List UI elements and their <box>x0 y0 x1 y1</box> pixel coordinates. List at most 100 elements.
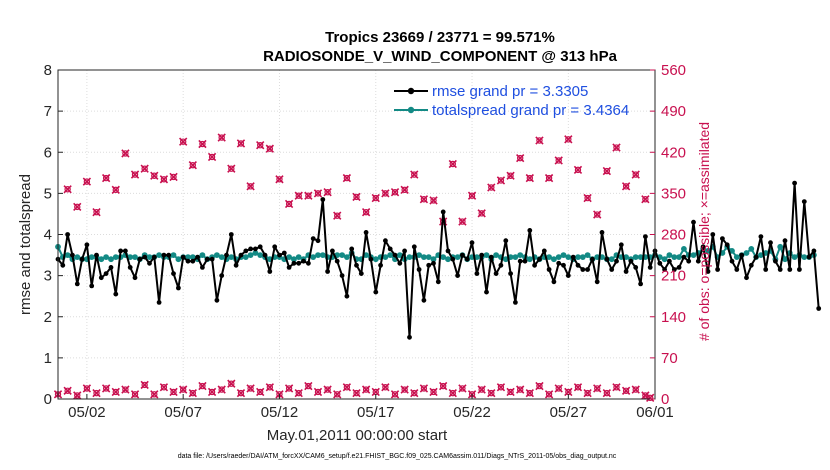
rmse-point <box>257 244 263 250</box>
obs-x-stroke <box>159 175 169 184</box>
obs-x-stroke <box>179 385 188 394</box>
obs-x-stroke <box>525 173 534 183</box>
rmse-point <box>383 238 388 244</box>
obs-count-low <box>159 383 169 392</box>
rmse-point <box>185 258 191 264</box>
obs-count-high <box>448 159 457 169</box>
obs-o-marker <box>391 391 399 398</box>
totalspread-point <box>676 254 682 260</box>
totalspread-point <box>218 254 225 260</box>
obs-o-marker <box>642 196 649 203</box>
obs-count-high <box>429 196 438 205</box>
obs-o-marker <box>478 386 485 393</box>
totalspread-point <box>257 252 264 258</box>
obs-x-stroke <box>631 385 640 394</box>
obs-count-low <box>169 387 178 397</box>
totalspread-point <box>252 250 259 256</box>
obs-o-marker <box>536 382 543 390</box>
rmse-point <box>753 254 759 260</box>
obs-o-marker <box>314 190 322 197</box>
rmse-point <box>363 230 369 235</box>
totalspread-point <box>416 252 422 258</box>
obs-o-marker <box>382 384 389 391</box>
obs-count-high <box>544 173 554 183</box>
obs-count-high <box>477 209 486 218</box>
obs-x-stroke <box>525 388 534 398</box>
totalspread-point <box>483 252 490 258</box>
obs-o-marker <box>632 171 639 178</box>
obs-o-marker <box>526 174 534 182</box>
obs-x-stroke <box>400 185 409 195</box>
obs-o-marker <box>411 171 418 178</box>
obs-o-marker <box>83 385 91 392</box>
obs-o-marker <box>228 165 235 172</box>
totalspread-point <box>175 256 182 263</box>
rmse-point <box>744 275 749 281</box>
obs-x-stroke <box>256 387 265 397</box>
obs-x-stroke <box>573 165 583 175</box>
rmse-point <box>147 260 152 266</box>
obs-count-high <box>140 164 149 173</box>
obs-count-low <box>333 390 342 399</box>
rmse-point <box>734 267 740 272</box>
obs-x-stroke <box>352 388 361 398</box>
obs-count-low <box>583 388 592 398</box>
rmse-point <box>354 262 359 268</box>
totalspread-point <box>286 254 292 260</box>
obs-count-high <box>631 170 640 179</box>
rmse-point <box>325 269 330 274</box>
obs-count-low <box>140 380 149 390</box>
rmse-point <box>484 289 489 295</box>
obs-count-high <box>207 152 217 162</box>
obs-o-marker <box>285 200 293 208</box>
rmse-point <box>599 230 605 235</box>
rmse-point <box>609 267 615 272</box>
obs-o-marker <box>497 384 505 391</box>
rmse-point <box>503 238 509 244</box>
obs-count-high <box>621 182 631 191</box>
obs-x-stroke <box>92 208 101 217</box>
totalspread-point <box>112 254 119 260</box>
obs-o-marker <box>459 218 466 225</box>
totalspread-point <box>247 252 254 258</box>
rmse-point <box>498 262 504 268</box>
obs-count-high <box>121 149 130 158</box>
totalspread-point <box>777 243 784 250</box>
obs-o-marker <box>420 385 428 392</box>
obs-o-marker <box>646 394 654 402</box>
obs-o-marker <box>430 197 437 204</box>
obs-o-marker <box>199 140 206 148</box>
obs-count-high <box>535 136 544 145</box>
obs-x-stroke <box>73 391 82 400</box>
obs-o-marker <box>439 382 447 390</box>
obs-o-marker <box>295 389 302 397</box>
obs-count-low <box>554 384 563 393</box>
rmse-point <box>604 256 610 262</box>
obs-count-high <box>333 211 342 220</box>
rmse-point <box>296 260 302 266</box>
obs-x-stroke <box>621 386 631 395</box>
totalspread-point <box>608 256 615 263</box>
obs-count-low <box>313 387 323 397</box>
totalspread-point <box>517 252 524 258</box>
obs-x-stroke <box>92 388 101 398</box>
obs-x-stroke <box>516 153 525 163</box>
rmse-point <box>590 256 595 262</box>
totalspread-point <box>228 254 235 260</box>
obs-x-stroke <box>101 173 111 183</box>
obs-x-stroke <box>641 195 650 204</box>
obs-count-low <box>361 385 371 394</box>
obs-count-high <box>323 188 332 197</box>
x-tick-label: 05/07 <box>164 404 202 421</box>
rmse-point <box>368 256 374 262</box>
obs-o-marker <box>555 157 562 164</box>
rmse-point <box>715 267 720 272</box>
obs-o-marker <box>112 186 119 194</box>
obs-o-marker <box>343 174 351 182</box>
rmse-point <box>190 258 196 264</box>
obs-o-marker <box>613 144 620 151</box>
rmse-point <box>455 273 460 278</box>
totalspread-point <box>681 246 687 252</box>
obs-count-low <box>621 386 631 395</box>
obs-count-high <box>111 185 120 195</box>
